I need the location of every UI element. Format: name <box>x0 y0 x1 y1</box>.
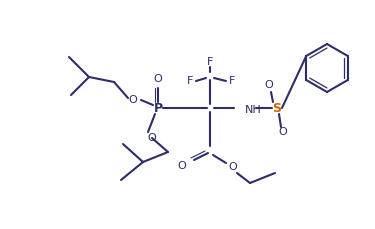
Text: O: O <box>129 95 137 105</box>
Text: F: F <box>187 76 193 86</box>
Text: O: O <box>178 161 186 171</box>
Text: F: F <box>229 76 235 86</box>
Text: O: O <box>265 80 273 90</box>
Text: S: S <box>273 101 282 114</box>
Text: O: O <box>279 127 287 137</box>
Text: P: P <box>153 101 163 114</box>
Text: O: O <box>154 74 162 84</box>
Text: O: O <box>229 162 237 172</box>
Text: F: F <box>207 57 213 67</box>
Text: NH: NH <box>245 105 262 115</box>
Text: O: O <box>148 133 156 143</box>
